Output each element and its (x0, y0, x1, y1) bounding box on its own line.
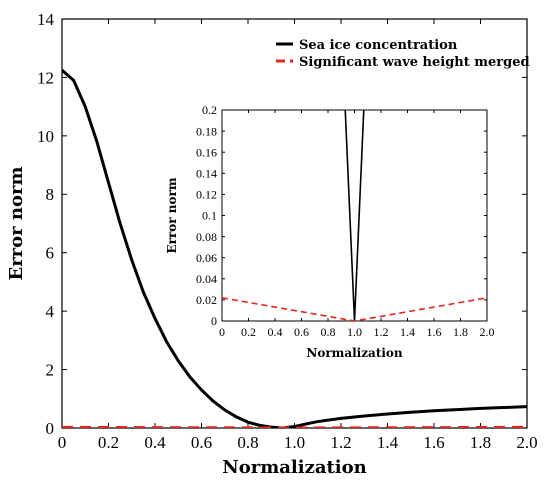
main-x-axis-title: Normalization (222, 457, 366, 478)
inset-y-tick-label: 0.08 (196, 230, 217, 244)
main-y-tick-label: 2 (46, 361, 55, 380)
main-x-tick-label: 1.2 (330, 433, 351, 452)
main-x-tick-label: 2.0 (516, 433, 537, 452)
main-series-significant-wave-height-line (62, 425, 527, 428)
inset-y-tick-label: 0.12 (196, 188, 217, 202)
inset-chart: 0 0.2 0.4 0.6 0.8 1.0 1.2 1.4 1.6 1.8 2.0 0 0.02 0.04… (165, 103, 495, 360)
inset-y-tick-label: 0.16 (196, 145, 217, 159)
main-y-axis-title: Error norm (6, 166, 27, 280)
main-y-tick-label: 0 (46, 419, 55, 438)
inset-x-tick-label: 1.8 (453, 325, 468, 339)
inset-y-tick-label: 0.14 (196, 167, 217, 181)
main-y-tick-label: 8 (46, 185, 55, 204)
main-series-sea-ice-concentration-line (62, 69, 527, 428)
legend: Sea ice concentration Significant wave he… (276, 38, 530, 70)
inset-y-tick-label: 0.04 (196, 272, 217, 286)
inset-y-tick-label: 0 (211, 314, 217, 328)
main-y-tick-label: 12 (37, 68, 54, 87)
main-x-tick-label: 1.4 (377, 433, 399, 452)
inset-y-tick-label: 0.18 (196, 124, 217, 138)
inset-x-tick-label: 1.6 (427, 325, 442, 339)
inset-y-tick-label: 0.06 (196, 251, 217, 265)
inset-x-tick-label: 1.2 (374, 325, 389, 339)
inset-x-tick-label: 1.0 (347, 325, 362, 339)
inset-x-tick-label: 0.4 (268, 325, 283, 339)
main-x-tick-label: 1.8 (470, 433, 491, 452)
main-y-tick-label: 10 (37, 127, 54, 146)
inset-x-axis-title: Normalization (306, 346, 403, 360)
main-y-tick-label: 4 (46, 302, 55, 321)
main-x-tick-label: 1.0 (284, 433, 305, 452)
inset-y-tick-label: 0.1 (202, 209, 217, 223)
inset-series-significant-wave-height-line (222, 297, 487, 321)
inset-x-tick-label: 1.4 (400, 325, 415, 339)
inset-x-tick-label: 0.6 (294, 325, 309, 339)
main-y-tick-label: 14 (37, 10, 55, 29)
inset-y-tick-label: 0.02 (196, 293, 217, 307)
inset-x-tick-label: 0.8 (321, 325, 336, 339)
main-x-tick-label: 0.6 (191, 433, 212, 452)
legend-label-significant-wave-height: Significant wave height merged (299, 55, 530, 70)
main-x-tick-label: 0.8 (237, 433, 258, 452)
inset-plot-frame (221, 109, 488, 322)
main-x-tick-label: 0.4 (144, 433, 166, 452)
inset-x-tick-label: 0 (219, 325, 225, 339)
inset-x-tick-label: 2.0 (480, 325, 495, 339)
main-x-tick-label: 0.2 (98, 433, 119, 452)
inset-y-tick-label: 0.2 (202, 103, 217, 117)
main-x-tick-label: 0 (58, 433, 67, 452)
inset-x-tick-label: 0.2 (241, 325, 256, 339)
legend-label-sea-ice-concentration: Sea ice concentration (299, 38, 458, 53)
inset-series-sea-ice-concentration-line (344, 109, 365, 321)
main-x-tick-label: 1.6 (423, 433, 444, 452)
inset-y-axis-title: Error norm (165, 177, 179, 253)
main-y-tick-label: 6 (46, 244, 55, 263)
